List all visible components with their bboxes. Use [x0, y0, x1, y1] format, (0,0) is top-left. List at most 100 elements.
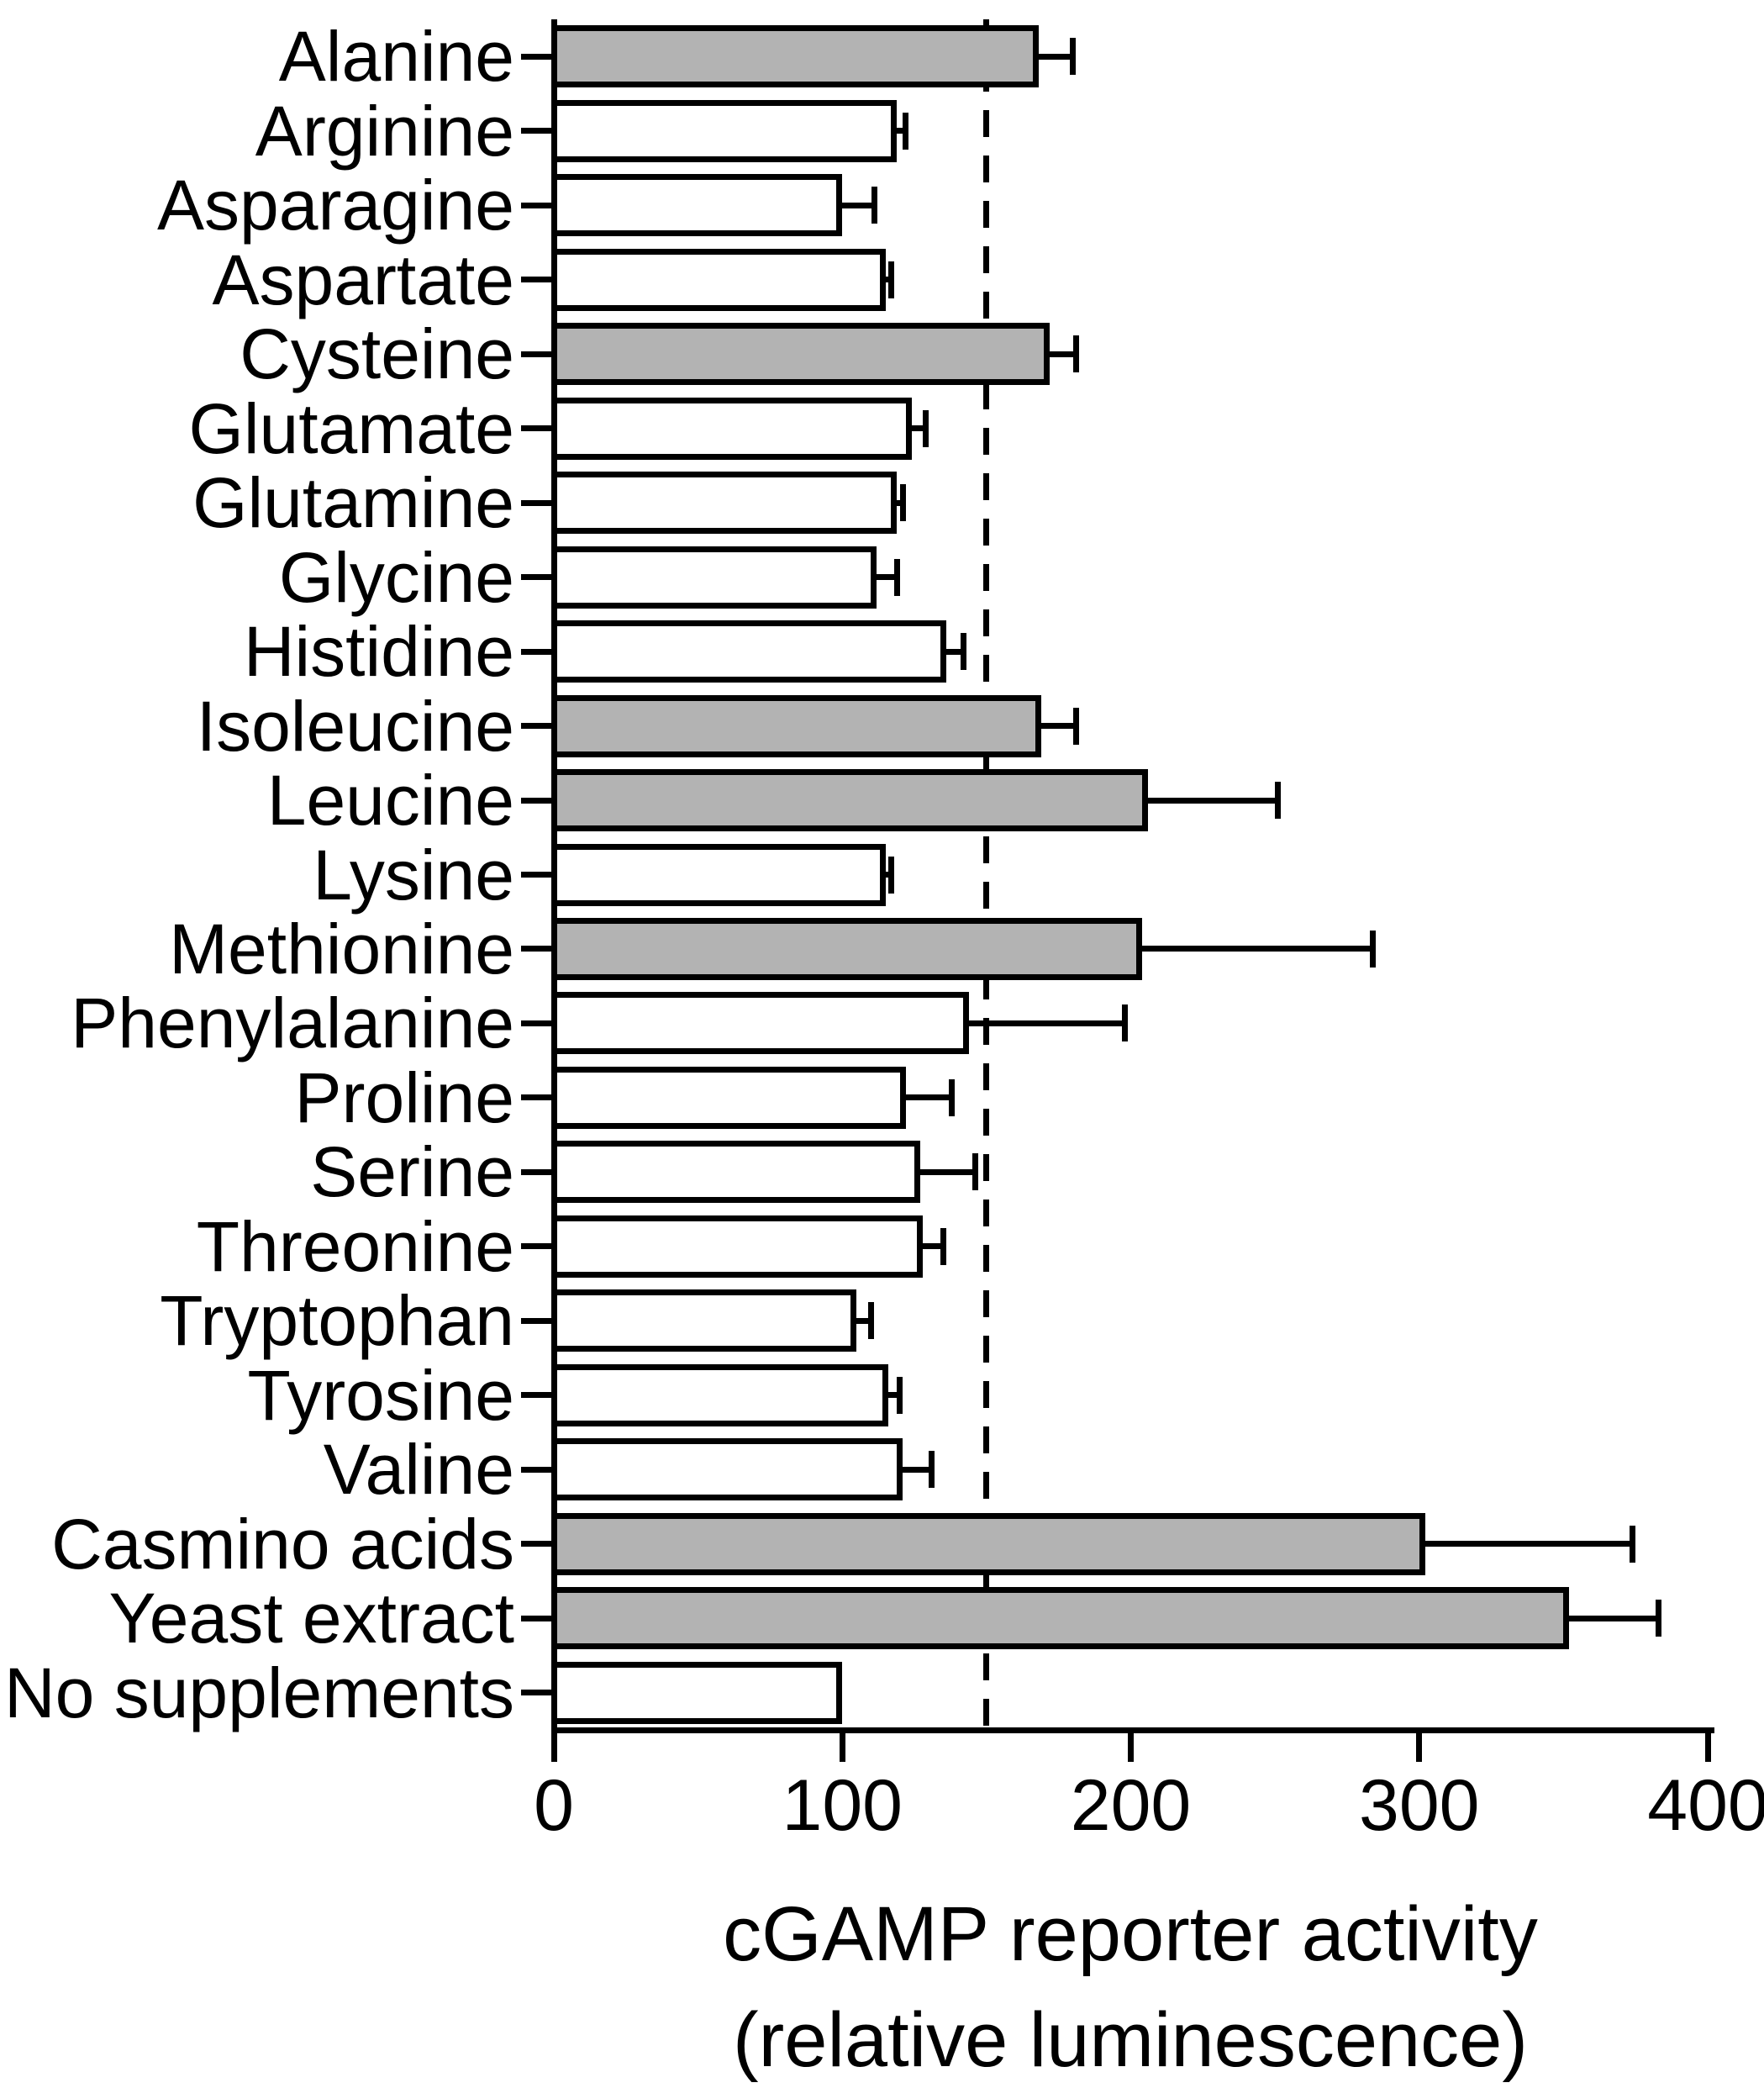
x-axis-title: cGAMP reporter activity (relative lumine… — [458, 1881, 1764, 2088]
y-axis-tick — [521, 872, 551, 878]
category-label: Methionine — [169, 909, 514, 989]
error-bar-whisker — [1566, 1615, 1659, 1621]
error-bar-whisker — [916, 1168, 976, 1175]
error-bar-cap — [888, 261, 895, 298]
error-bar-cap — [1656, 1600, 1662, 1637]
x-axis-tick-label: 300 — [1359, 1765, 1480, 1846]
category-label: Cysteine — [240, 314, 514, 394]
bar-leucine — [550, 769, 1149, 832]
x-axis-tick-label: 100 — [782, 1765, 903, 1846]
error-bar-whisker — [919, 1243, 944, 1250]
bar-threonine — [550, 1215, 924, 1278]
bar-glutamate — [550, 397, 912, 460]
y-axis-tick — [521, 648, 551, 655]
y-axis-tick — [521, 1690, 551, 1696]
y-axis-tick — [521, 53, 551, 60]
category-label: Isoleucine — [196, 686, 514, 766]
bar-alanine — [550, 25, 1039, 88]
y-axis-tick — [521, 723, 551, 730]
y-axis-tick — [521, 499, 551, 506]
y-axis-tick — [521, 351, 551, 357]
category-label: Phenylalanine — [71, 983, 514, 1063]
error-bar-whisker — [1035, 53, 1073, 60]
x-axis-tick-label: 0 — [534, 1765, 574, 1846]
error-bar-cap — [1630, 1525, 1636, 1563]
y-axis-tick — [521, 946, 551, 952]
error-bar-cap — [1370, 930, 1377, 968]
error-bar-cap — [903, 112, 909, 150]
y-axis-tick — [521, 1317, 551, 1324]
error-bar-whisker — [873, 574, 898, 581]
x-axis-tick — [550, 1732, 557, 1762]
category-label: Leucine — [266, 761, 514, 841]
y-axis-tick — [521, 1615, 551, 1621]
x-axis-title-line1: cGAMP reporter activity — [723, 1891, 1538, 1977]
error-bar-whisker — [885, 1392, 900, 1399]
category-label: Asparagine — [157, 166, 514, 245]
y-axis-tick — [521, 797, 551, 804]
error-bar-whisker — [893, 128, 906, 134]
bar-tyrosine — [550, 1363, 889, 1426]
error-bar-cap — [871, 187, 877, 224]
y-axis-tick — [521, 277, 551, 283]
bar-isoleucine — [550, 694, 1042, 757]
error-bar-whisker — [908, 425, 926, 432]
error-bar-whisker — [839, 202, 874, 208]
error-bar-cap — [929, 1451, 935, 1489]
error-bar-cap — [940, 1227, 946, 1265]
error-bar-whisker — [1046, 351, 1077, 357]
error-bar-cap — [888, 856, 895, 894]
error-bar-cap — [923, 409, 929, 447]
y-axis-tick — [521, 1094, 551, 1101]
bar-asparagine — [550, 174, 843, 237]
error-bar-cap — [1070, 38, 1077, 76]
y-axis-tick — [521, 202, 551, 208]
error-bar-cap — [899, 484, 906, 522]
error-bar-cap — [1072, 335, 1079, 373]
bar-arginine — [550, 99, 898, 162]
y-axis-tick — [521, 1392, 551, 1399]
x-axis-tick-label: 200 — [1070, 1765, 1192, 1846]
bar-yeast-extract — [550, 1587, 1570, 1650]
error-bar-whisker — [882, 277, 892, 283]
error-bar-whisker — [942, 648, 964, 655]
bar-histidine — [550, 620, 946, 683]
error-bar-whisker — [1421, 1541, 1633, 1548]
error-bar-whisker — [1038, 723, 1077, 730]
bar-no-supplements — [550, 1661, 843, 1724]
category-label: Alanine — [278, 17, 514, 97]
category-label: Yeast extract — [108, 1579, 514, 1658]
category-label: Lysine — [313, 835, 514, 915]
error-bar-cap — [893, 558, 900, 596]
category-label: Tryptophan — [160, 1281, 514, 1361]
error-bar-cap — [972, 1153, 978, 1191]
bar-glycine — [550, 546, 877, 609]
x-axis-tick — [1704, 1732, 1711, 1762]
y-axis-tick — [521, 1020, 551, 1026]
x-axis-line — [550, 1727, 1714, 1733]
y-axis-tick — [521, 574, 551, 581]
y-axis-tick — [521, 128, 551, 134]
bar-phenylalanine — [550, 992, 970, 1055]
error-bar-cap — [1275, 782, 1282, 820]
bar-glutamine — [550, 472, 898, 535]
error-bar-cap — [897, 1376, 903, 1414]
bar-serine — [550, 1141, 920, 1204]
category-label: Histidine — [243, 612, 514, 692]
error-bar-whisker — [1139, 946, 1373, 952]
category-label: Proline — [294, 1057, 514, 1137]
category-label: Glutamine — [192, 463, 514, 543]
x-axis-tick — [839, 1732, 845, 1762]
y-axis-tick — [521, 425, 551, 432]
bar-methionine — [550, 917, 1143, 980]
x-axis-tick — [1128, 1732, 1134, 1762]
y-axis-tick — [521, 1466, 551, 1473]
category-label: Arginine — [255, 91, 514, 171]
bar-cysteine — [550, 323, 1051, 386]
error-bar-whisker — [853, 1317, 871, 1324]
error-bar-whisker — [893, 499, 903, 506]
category-label: Valine — [323, 1430, 514, 1510]
error-bar-whisker — [902, 1094, 952, 1101]
error-bar-cap — [1122, 1004, 1129, 1042]
